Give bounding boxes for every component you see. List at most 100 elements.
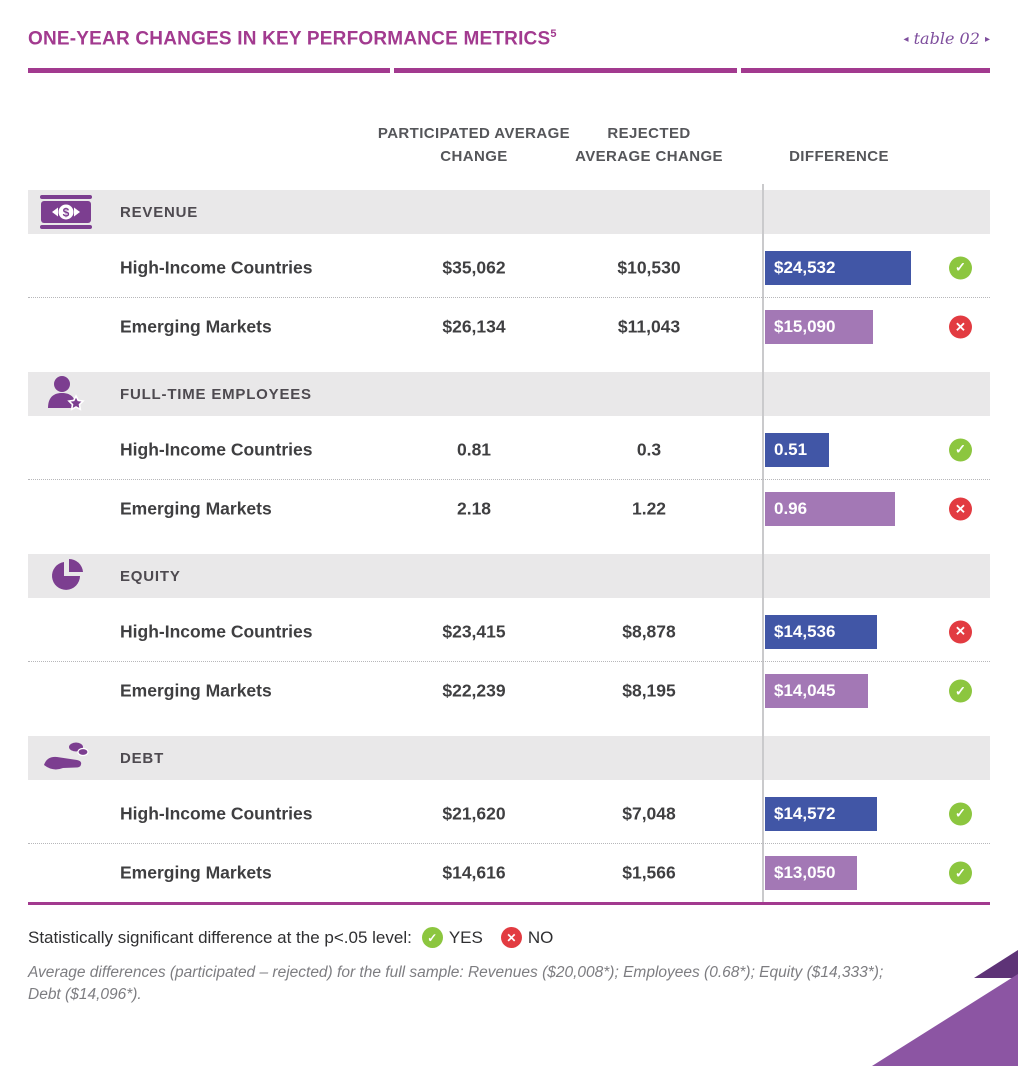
page-title: ONE-YEAR CHANGES IN KEY PERFORMANCE METR… xyxy=(28,28,557,50)
participated-value: 2.18 xyxy=(456,498,492,519)
table-body: $ REVENUE High-Income Countries $35,062 … xyxy=(28,184,990,902)
row-label: Emerging Markets xyxy=(120,498,272,519)
cross-icon: ✕ xyxy=(500,927,522,948)
cross-icon: ✕ xyxy=(955,319,966,334)
section-header: DEBT xyxy=(28,736,990,780)
significance-icon: ✓✕ xyxy=(949,497,972,521)
check-icon: ✓ xyxy=(955,865,966,880)
participated-value: $21,620 xyxy=(442,803,506,823)
significance-icon: ✓✕ xyxy=(949,438,972,461)
table-row: Emerging Markets 2.18 1.22 0.96 ✓✕ xyxy=(28,479,990,538)
participated-value: $35,062 xyxy=(442,257,506,277)
row-label: Emerging Markets xyxy=(120,316,272,337)
rule-segment xyxy=(741,68,990,73)
banknote-icon: $ xyxy=(38,195,94,229)
check-icon: ✓ xyxy=(421,927,443,948)
bottom-rule xyxy=(28,902,990,905)
person-star-icon xyxy=(38,375,94,413)
table-row: High-Income Countries $21,620 $7,048 $14… xyxy=(28,784,990,843)
cross-icon: ✕ xyxy=(955,623,966,639)
legend-text: Statistically significant difference at … xyxy=(28,927,412,947)
row-label: High-Income Countries xyxy=(120,803,313,823)
footnote-marker: 5 xyxy=(550,28,557,40)
pie-chart-icon xyxy=(38,558,94,594)
difference-bar: $14,572 xyxy=(765,796,877,831)
table-number-tag: ◂ table 02 ▸ xyxy=(904,29,991,48)
check-icon: ✓ xyxy=(955,441,966,457)
difference-bar: $13,050 xyxy=(765,856,857,890)
table-footnote: Average differences (participated – reje… xyxy=(28,964,884,1003)
row-label: High-Income Countries xyxy=(120,439,313,459)
rejected-value: $11,043 xyxy=(617,316,681,337)
participated-value: $26,134 xyxy=(442,316,506,337)
legend-no-label: NO xyxy=(527,927,554,947)
column-headers: PARTICIPATED AVERAGE CHANGE REJECTED AVE… xyxy=(28,73,990,190)
significance-icon: ✓✕ xyxy=(949,620,972,643)
rejected-value: 1.22 xyxy=(631,498,667,519)
section-header: FULL-TIME EMPLOYEES xyxy=(28,372,990,416)
report-table-page: ONE-YEAR CHANGES IN KEY PERFORMANCE METR… xyxy=(0,28,1018,1066)
significance-icon: ✓✕ xyxy=(949,679,972,703)
rejected-value: $8,195 xyxy=(622,680,676,701)
significance-icon: ✓✕ xyxy=(949,802,972,825)
left-arrow-icon: ◂ xyxy=(903,34,909,46)
section-title: FULL-TIME EMPLOYEES xyxy=(120,385,312,403)
svg-text:$: $ xyxy=(63,206,70,220)
table-row: High-Income Countries $23,415 $8,878 $14… xyxy=(28,602,990,661)
participated-value: $23,415 xyxy=(442,621,506,641)
table-row: Emerging Markets $14,616 $1,566 $13,050 … xyxy=(28,843,990,902)
check-icon: ✓ xyxy=(955,805,966,821)
right-arrow-icon: ▸ xyxy=(984,34,990,46)
rejected-value: $1,566 xyxy=(622,862,676,883)
significance-icon: ✓✕ xyxy=(949,315,972,339)
difference-bar: 0.96 xyxy=(765,492,895,526)
participated-value: $22,239 xyxy=(442,680,506,701)
section-debt: DEBT High-Income Countries $21,620 $7,04… xyxy=(28,736,990,902)
check-glyph: ✓ xyxy=(427,930,438,945)
section-title: REVENUE xyxy=(120,203,199,221)
table-number-label: table 02 xyxy=(913,29,980,49)
section-equity: EQUITY High-Income Countries $23,415 $8,… xyxy=(28,554,990,720)
cross-icon: ✕ xyxy=(955,501,966,516)
section-title: EQUITY xyxy=(120,567,181,585)
difference-bar: 0.51 xyxy=(765,432,829,467)
table-row: Emerging Markets $22,239 $8,195 $14,045 … xyxy=(28,661,990,720)
table-row: High-Income Countries 0.81 0.3 0.51 ✓✕ xyxy=(28,420,990,479)
page-title-text: ONE-YEAR CHANGES IN KEY PERFORMANCE METR… xyxy=(28,28,551,50)
section-title: DEBT xyxy=(120,749,165,767)
row-label: High-Income Countries xyxy=(120,257,313,277)
difference-bar: $14,536 xyxy=(765,614,877,649)
significance-icon: ✓✕ xyxy=(949,861,972,885)
section-header: EQUITY xyxy=(28,554,990,598)
difference-column-divider xyxy=(762,184,764,902)
table-header: ONE-YEAR CHANGES IN KEY PERFORMANCE METR… xyxy=(28,28,990,52)
participated-value: $14,616 xyxy=(442,862,506,883)
table-row: Emerging Markets $26,134 $11,043 $15,090… xyxy=(28,297,990,356)
row-label: High-Income Countries xyxy=(120,621,313,641)
column-header-difference: DIFFERENCE xyxy=(789,147,889,165)
top-rule xyxy=(28,68,990,73)
participated-value: 0.81 xyxy=(456,439,492,459)
check-icon: ✓ xyxy=(955,683,966,698)
difference-bar: $14,045 xyxy=(765,674,868,708)
rejected-value: $7,048 xyxy=(622,803,676,823)
rule-segment xyxy=(394,68,737,73)
difference-bar: $15,090 xyxy=(765,310,873,344)
cross-glyph: ✕ xyxy=(506,930,517,945)
section-revenue: $ REVENUE High-Income Countries $35,062 … xyxy=(28,190,990,356)
section-employees: FULL-TIME EMPLOYEES High-Income Countrie… xyxy=(28,372,990,538)
difference-bar: $24,532 xyxy=(765,250,911,285)
column-header-rejected: REJECTED AVERAGE CHANGE xyxy=(575,124,723,165)
row-label: Emerging Markets xyxy=(120,862,272,883)
column-header-participated: PARTICIPATED AVERAGE CHANGE xyxy=(377,124,571,165)
rule-segment xyxy=(28,68,390,73)
row-label: Emerging Markets xyxy=(120,680,272,701)
rejected-value: $10,530 xyxy=(617,257,681,277)
significance-icon: ✓✕ xyxy=(949,256,972,279)
legend-yes-label: YES xyxy=(448,927,483,947)
significance-legend: Statistically significant difference at … xyxy=(28,927,990,948)
hand-coins-icon xyxy=(38,741,94,775)
rejected-value: 0.3 xyxy=(636,439,662,459)
rejected-value: $8,878 xyxy=(622,621,676,641)
table-row: High-Income Countries $35,062 $10,530 $2… xyxy=(28,238,990,297)
